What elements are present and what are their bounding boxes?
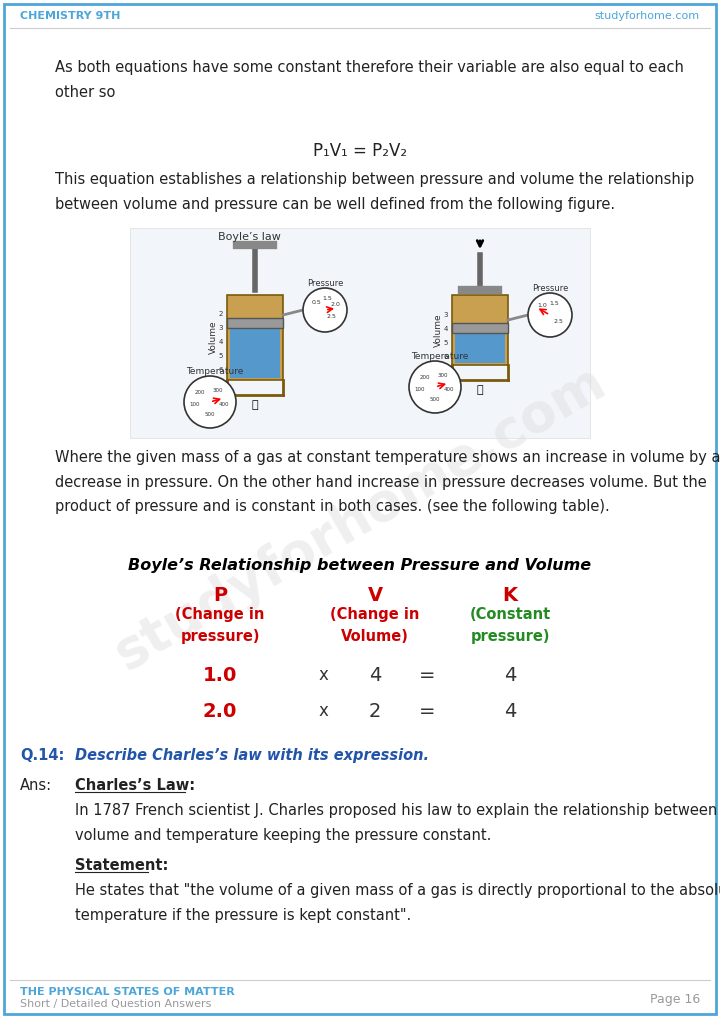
Text: Pressure: Pressure — [532, 284, 568, 293]
Text: Ans:: Ans: — [20, 778, 52, 793]
Text: 300: 300 — [438, 373, 449, 378]
Text: 200: 200 — [194, 390, 205, 395]
FancyBboxPatch shape — [230, 328, 280, 378]
Text: Pressure: Pressure — [307, 279, 343, 288]
Text: THE PHYSICAL STATES OF MATTER: THE PHYSICAL STATES OF MATTER — [20, 987, 235, 997]
Circle shape — [303, 288, 347, 332]
Text: 1.0: 1.0 — [537, 303, 547, 308]
Text: 1.5: 1.5 — [549, 301, 559, 306]
Text: 6: 6 — [444, 354, 448, 360]
Text: 5: 5 — [219, 353, 223, 359]
FancyBboxPatch shape — [452, 295, 508, 365]
Text: Statement:: Statement: — [75, 858, 168, 873]
Text: 400: 400 — [444, 387, 454, 392]
Text: Charles’s Law:: Charles’s Law: — [75, 778, 195, 793]
Text: =: = — [419, 666, 436, 685]
Text: x: x — [318, 702, 328, 720]
Text: Short / Detailed Question Answers: Short / Detailed Question Answers — [20, 999, 212, 1009]
Text: 500: 500 — [204, 412, 215, 417]
Text: 100: 100 — [190, 402, 200, 407]
Text: K: K — [503, 586, 518, 605]
Text: 300: 300 — [212, 388, 223, 393]
Text: 4: 4 — [444, 326, 448, 332]
Text: 3: 3 — [444, 312, 448, 318]
Text: 2.5: 2.5 — [553, 319, 563, 324]
Text: 4: 4 — [219, 339, 223, 345]
Text: V: V — [367, 586, 382, 605]
Text: CHEMISTRY 9TH: CHEMISTRY 9TH — [20, 11, 120, 21]
Text: 1.5: 1.5 — [322, 296, 332, 301]
Text: Boyle’s law: Boyle’s law — [218, 232, 281, 242]
Text: Describe Charles’s law with its expression.: Describe Charles’s law with its expressi… — [75, 748, 429, 764]
Text: He states that "the volume of a given mass of a gas is directly proportional to : He states that "the volume of a given ma… — [75, 883, 720, 922]
Text: 100: 100 — [415, 387, 426, 392]
Text: Temperature: Temperature — [186, 367, 243, 376]
FancyBboxPatch shape — [130, 228, 590, 438]
Circle shape — [528, 293, 572, 337]
Text: Temperature: Temperature — [411, 352, 469, 361]
Text: x: x — [318, 666, 328, 684]
Text: 2: 2 — [369, 702, 381, 721]
Text: 2.5: 2.5 — [326, 314, 336, 319]
FancyBboxPatch shape — [227, 318, 283, 328]
Text: This equation establishes a relationship between pressure and volume the relatio: This equation establishes a relationship… — [55, 172, 694, 212]
Text: Q.14:: Q.14: — [20, 748, 64, 764]
Text: 400: 400 — [219, 402, 229, 407]
Text: Boyle’s Relationship between Pressure and Volume: Boyle’s Relationship between Pressure an… — [128, 558, 592, 573]
Text: (Change in
pressure): (Change in pressure) — [175, 607, 265, 644]
FancyBboxPatch shape — [4, 4, 716, 1014]
Text: 500: 500 — [430, 397, 440, 402]
Text: 4: 4 — [369, 666, 381, 685]
Text: Where the given mass of a gas at constant temperature shows an increase in volum: Where the given mass of a gas at constan… — [55, 450, 720, 514]
FancyBboxPatch shape — [227, 295, 283, 380]
Text: 6: 6 — [218, 367, 223, 373]
Text: 🔥: 🔥 — [252, 400, 258, 410]
Text: Volume: Volume — [209, 321, 217, 354]
Text: 0.5: 0.5 — [312, 300, 322, 305]
Text: 200: 200 — [420, 375, 431, 380]
Text: Page 16: Page 16 — [649, 994, 700, 1007]
Circle shape — [184, 376, 236, 428]
FancyBboxPatch shape — [452, 323, 508, 333]
Text: 2.0: 2.0 — [203, 702, 237, 721]
Text: studyforhome.com: studyforhome.com — [105, 356, 615, 680]
Text: As both equations have some constant therefore their variable are also equal to : As both equations have some constant the… — [55, 60, 684, 100]
Circle shape — [409, 361, 461, 413]
Text: P: P — [213, 586, 227, 605]
Text: Volume: Volume — [433, 314, 443, 347]
Text: 2.0: 2.0 — [330, 302, 340, 307]
Text: 🔥: 🔥 — [477, 385, 483, 395]
Text: P₁V₁ = P₂V₂: P₁V₁ = P₂V₂ — [313, 142, 407, 160]
Text: In 1787 French scientist J. Charles proposed his law to explain the relationship: In 1787 French scientist J. Charles prop… — [75, 803, 717, 843]
Text: 3: 3 — [218, 325, 223, 331]
Text: 4: 4 — [504, 666, 516, 685]
Text: (Constant
pressure): (Constant pressure) — [469, 607, 551, 644]
Text: =: = — [419, 702, 436, 721]
FancyBboxPatch shape — [455, 333, 505, 363]
Text: 2: 2 — [219, 312, 223, 317]
Text: 5: 5 — [444, 340, 448, 346]
Text: studyforhome.com: studyforhome.com — [595, 11, 700, 21]
Text: 4: 4 — [504, 702, 516, 721]
Text: (Change in
Volume): (Change in Volume) — [330, 607, 420, 644]
Text: 1.0: 1.0 — [203, 666, 237, 685]
